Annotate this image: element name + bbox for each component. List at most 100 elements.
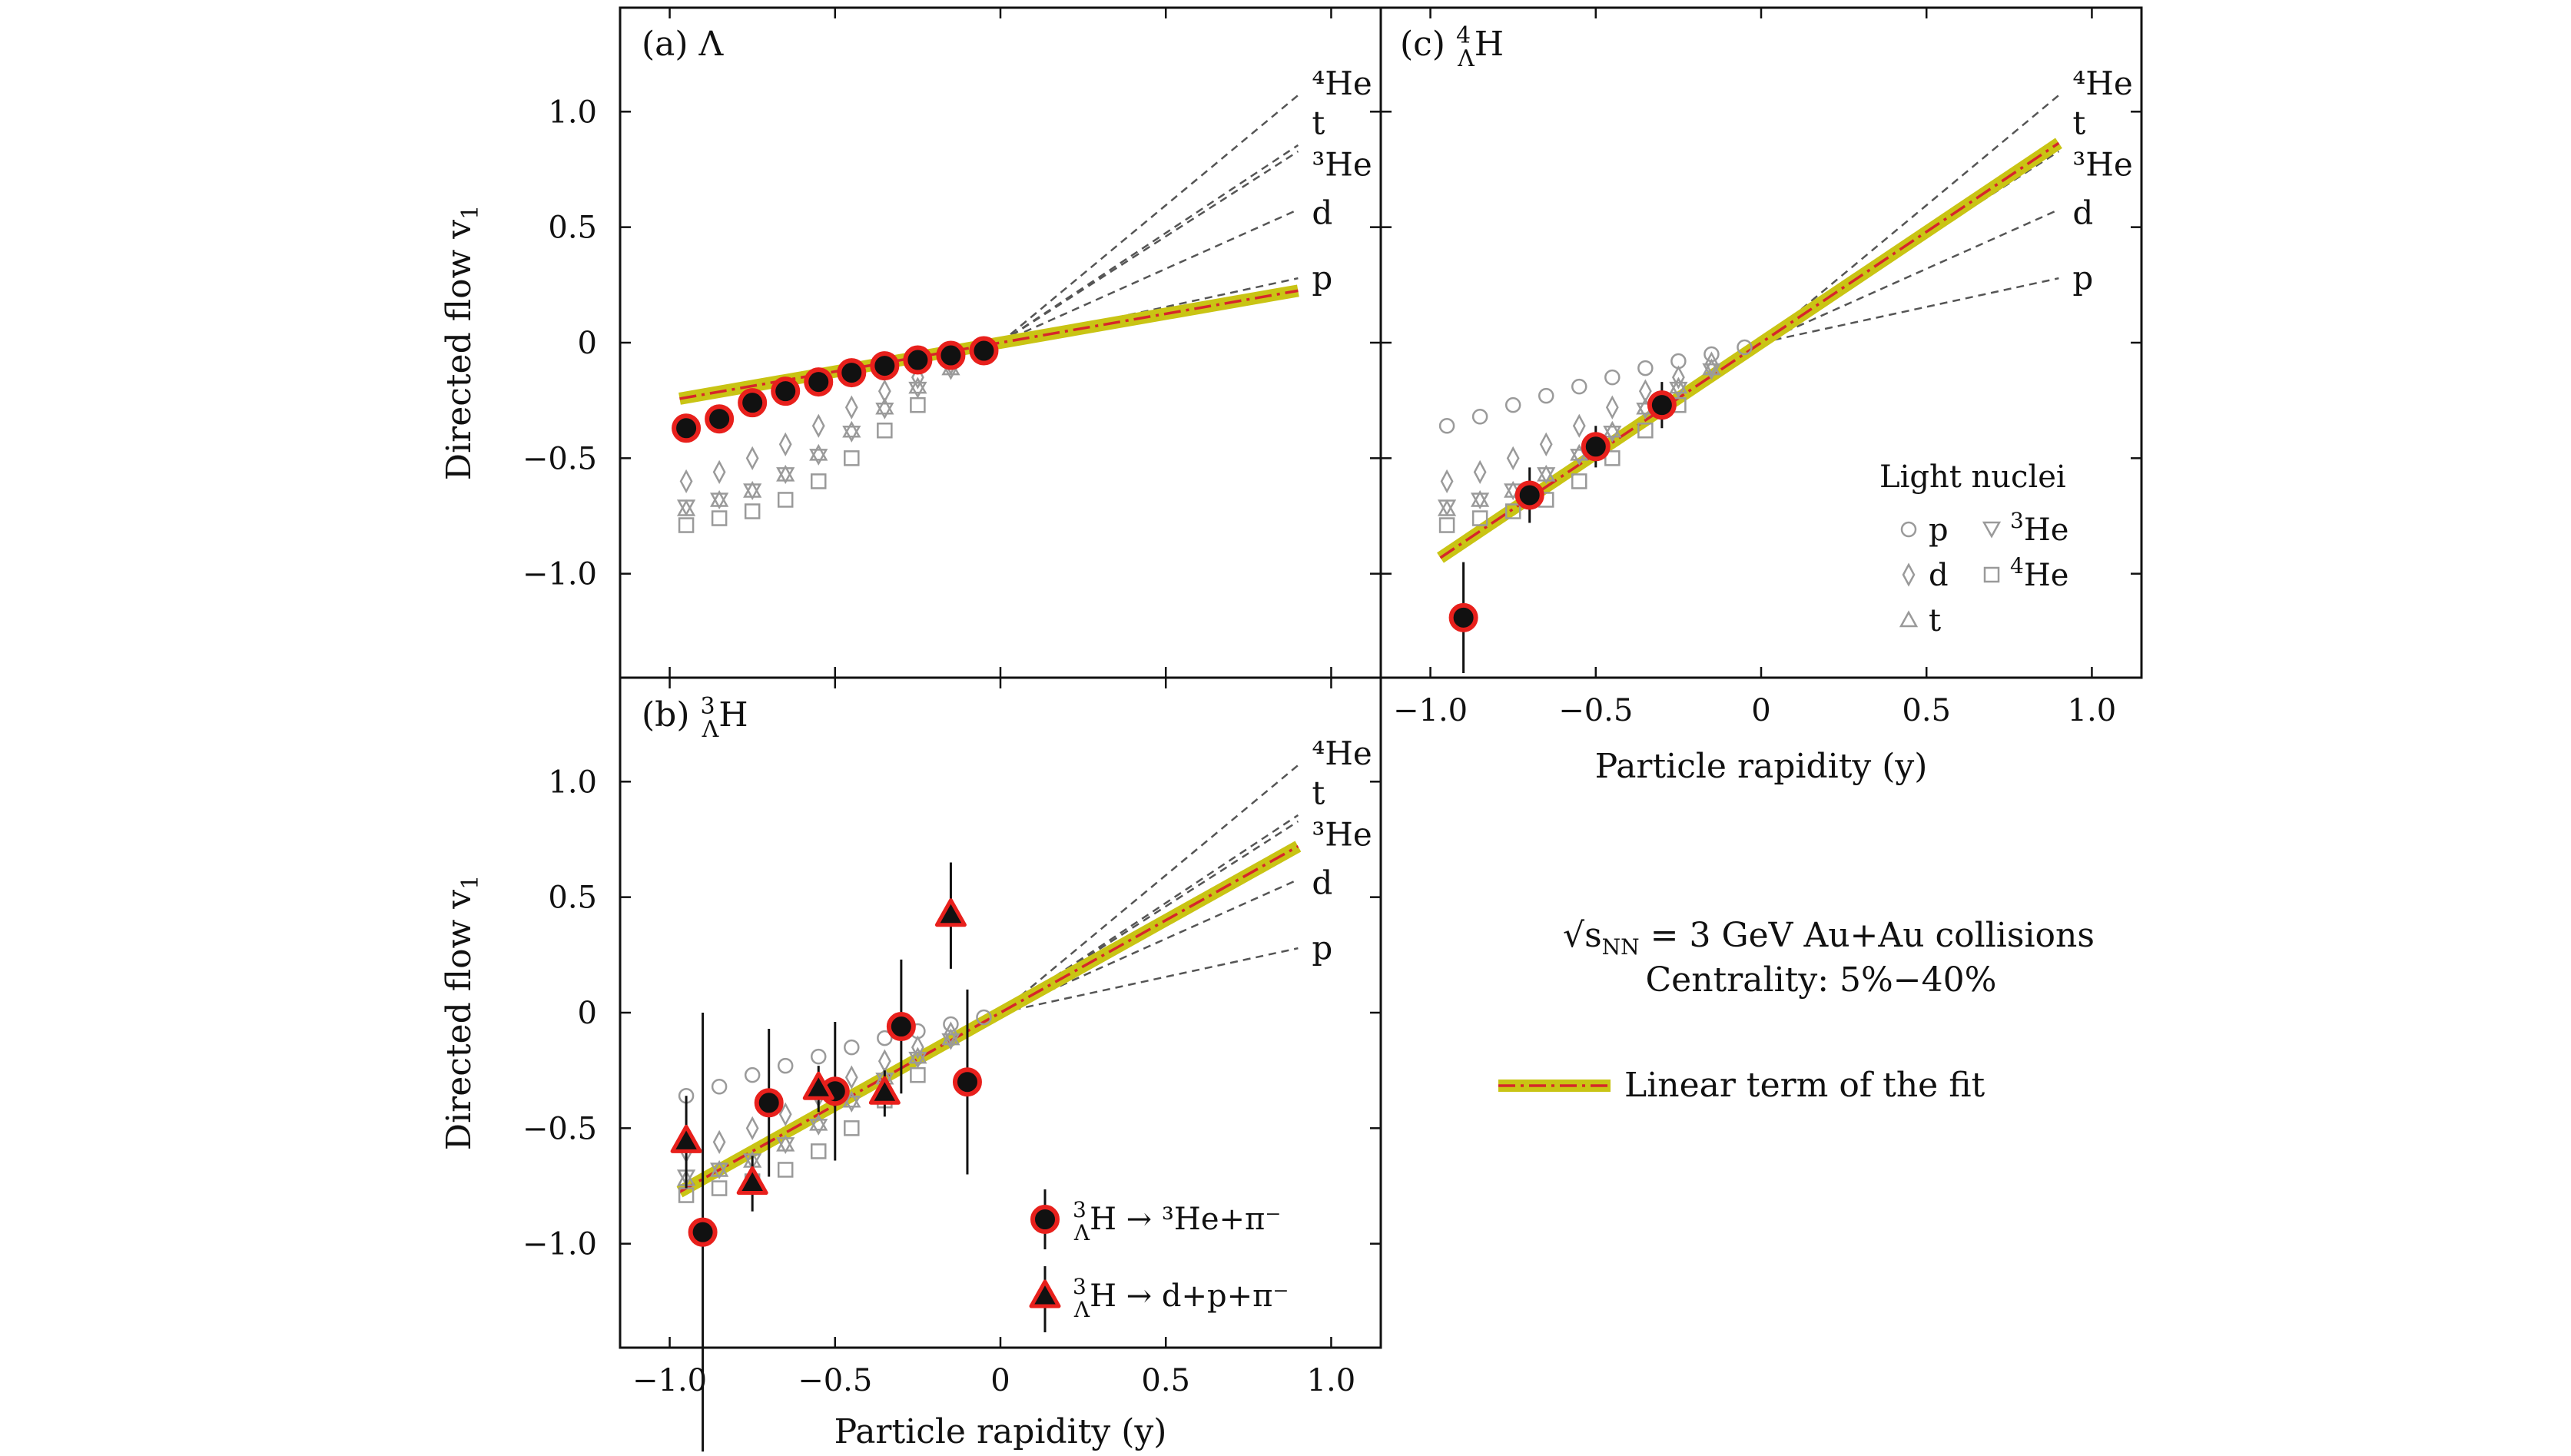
light-nuclei-point-square — [1471, 510, 1488, 526]
fit-line-b — [676, 841, 1302, 1198]
light-nuclei-c — [1437, 339, 1753, 533]
hypernuclei-point-circle — [1581, 432, 1611, 462]
light-nuclei-point-square — [711, 510, 728, 526]
panel-c-xlabel: Particle rapidity (y) — [1595, 747, 1928, 786]
light-nuclei-point-diamond — [778, 1102, 792, 1126]
y-tick-label: −0.5 — [522, 1111, 597, 1146]
light-nuclei-point-circle — [1737, 339, 1753, 356]
light-nuclei-legend: Light nuclei p d t 3He 4He — [1879, 459, 2068, 638]
light-nuclei-point-square — [1637, 423, 1654, 439]
hypernuclei-point-circle — [771, 376, 801, 406]
light-nuclei-point-square — [777, 492, 794, 508]
light-nuclei-point-circle — [877, 1030, 893, 1046]
light-nuclei-point-triangle-up — [842, 1090, 861, 1108]
ticks-a: 1.0 0.5 0 −0.5 −1.0 — [522, 8, 1381, 678]
legend-marker-p — [1900, 521, 1917, 538]
light-nuclei-point-square — [811, 473, 827, 489]
panel-b-xlabel: Particle rapidity (y) — [834, 1412, 1167, 1451]
fit-legend: Linear term of the fit — [1498, 1066, 1985, 1105]
light-nuclei-point-diamond — [1671, 365, 1685, 390]
y-tick-label: −1.0 — [522, 557, 597, 592]
reference-line-label: ⁴He — [2072, 65, 2132, 102]
hypernuclei-point-circle — [672, 413, 702, 443]
light-nuclei-point-diamond — [679, 469, 693, 494]
y-tick-label: 1.0 — [548, 95, 597, 130]
light-nuclei-point-triangle-down — [842, 426, 861, 443]
light-nuclei-point-diamond — [1539, 432, 1553, 456]
light-nuclei-point-diamond — [1506, 446, 1520, 470]
light-nuclei-point-triangle-up — [908, 1046, 927, 1064]
legend-label-2body: 3 ΛH → ³He+π⁻ — [1073, 1197, 1281, 1245]
reference-line-label: d — [1312, 864, 1332, 902]
reference-line-label: ³He — [1312, 815, 1372, 853]
panel-c-label: (c) 4 ΛH — [1400, 22, 1504, 72]
light-nuclei-point-diamond — [1572, 413, 1586, 438]
reference-line-label: p — [1312, 929, 1332, 967]
light-nuclei-point-circle — [976, 1009, 992, 1026]
light-nuclei-point-circle — [1571, 378, 1587, 395]
x-tick-label: 0.5 — [1902, 693, 1951, 728]
legend-label-d: d — [1929, 558, 1949, 593]
light-nuclei-point-square — [1604, 450, 1621, 466]
hypernuclei-point-triangle — [868, 1076, 901, 1105]
hypernuclei-point-circle — [936, 340, 966, 370]
hypernuclei-point-circle — [952, 1067, 982, 1097]
hypernuclei-point-triangle — [802, 1071, 834, 1100]
annotation-energy: √sNN = 3 GeV Au+Au collisions — [1563, 916, 2095, 960]
light-nuclei-point-circle — [1438, 417, 1455, 434]
hypernuclei-point-circle — [705, 404, 735, 434]
light-nuclei-point-triangle-down — [1570, 449, 1589, 466]
light-nuclei-point-triangle-down — [743, 483, 762, 501]
x-tick-label: 1.0 — [1307, 1363, 1356, 1398]
light-nuclei-point-circle — [744, 1066, 761, 1083]
light-nuclei-point-triangle-down — [809, 449, 828, 466]
hypernuclei-point-circle — [738, 388, 768, 418]
legend-marker-t — [1899, 610, 1919, 628]
light-nuclei-point-triangle-down — [710, 493, 729, 510]
panel-b-frame — [619, 676, 1382, 1349]
hypernuclei-point-circle — [903, 345, 933, 375]
hypernuclei-point-triangle — [934, 898, 967, 927]
legend-marker-d — [1902, 562, 1916, 587]
light-nuclei-point-triangle-down — [676, 499, 696, 517]
light-nuclei-legend-title: Light nuclei — [1879, 459, 2066, 495]
y-tick-label: 0.5 — [548, 211, 597, 246]
light-nuclei-point-diamond — [745, 446, 759, 470]
y-tick-label: 0 — [578, 326, 597, 361]
x-tick-label: 1.0 — [2068, 693, 2117, 728]
light-nuclei-point-diamond — [1473, 459, 1487, 485]
light-nuclei-point-circle — [811, 1048, 827, 1065]
x-tick-label: 0 — [990, 1363, 1010, 1398]
fit-line-c — [1437, 138, 2062, 563]
light-nuclei-point-triangle-down — [809, 1119, 828, 1136]
legend-marker-he4 — [1983, 566, 2000, 583]
hypernuclei-point-circle — [754, 1088, 784, 1118]
reference-line — [1000, 208, 1299, 344]
light-nuclei-point-triangle-down — [776, 1137, 795, 1154]
x-tick-label: 0.5 — [1141, 1363, 1190, 1398]
panel-b-ylabel: Directed flow v1 — [440, 875, 484, 1150]
ticks-b: −1.0 −0.5 0 0.5 1.0 1.0 0.5 0 −0.5 −1.0 — [522, 678, 1381, 1398]
reference-line-label: p — [1312, 259, 1332, 297]
reference-line-label: d — [2072, 194, 2093, 232]
light-nuclei-point-triangle-down — [1669, 381, 1688, 399]
y-tick-label: −0.5 — [522, 441, 597, 476]
light-nuclei-point-triangle-up — [875, 397, 894, 415]
x-tick-label: −1.0 — [1393, 693, 1468, 728]
light-nuclei-point-square — [777, 1162, 794, 1178]
light-nuclei-point-square — [811, 1143, 827, 1159]
hypernuclei-point-circle — [804, 367, 834, 397]
light-nuclei-point-triangle-down — [1537, 467, 1556, 484]
light-nuclei-point-triangle-down — [875, 402, 894, 420]
legend-marker-he3 — [1982, 521, 2002, 539]
hypernuclei-point-triangle — [670, 1124, 702, 1153]
light-nuclei-point-triangle-down — [908, 1051, 927, 1069]
light-nuclei-point-triangle-up — [908, 376, 927, 394]
reference-line — [1760, 277, 2059, 344]
light-nuclei-point-square — [877, 423, 893, 439]
